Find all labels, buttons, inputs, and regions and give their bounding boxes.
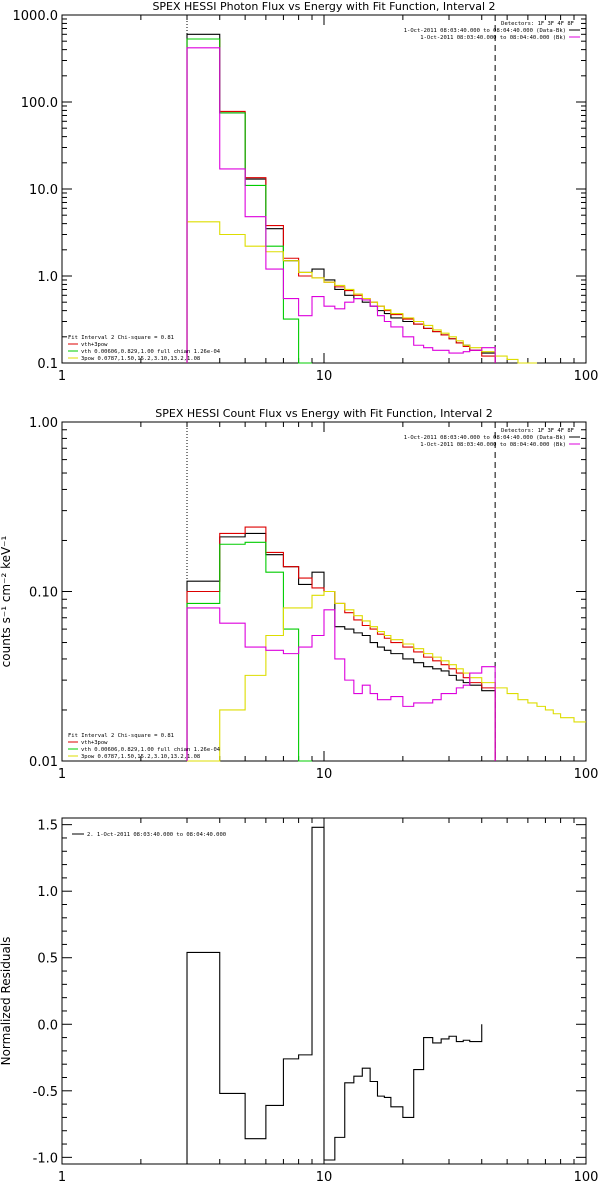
- x-tick-label: 1: [58, 369, 66, 384]
- legend-right-entry: 1-Oct-2011 08:03:40.000 to 08:04:40.000 …: [404, 435, 566, 441]
- x-tick-label: 1: [58, 767, 66, 782]
- legend-left-entry: vth+3pow: [81, 740, 108, 746]
- y-tick-label: 100.0: [21, 96, 58, 111]
- y-tick-label: 0.1: [37, 357, 58, 372]
- x-tick-label: 1: [58, 1170, 66, 1185]
- series-data-bk: [186, 532, 496, 761]
- series-vth: [186, 38, 313, 364]
- y-tick-label: 1000.0: [13, 9, 59, 24]
- series-bk: [186, 607, 496, 761]
- legend-left-entry: vth 0.00606,0.829,1.00 full chian 1.26e-…: [81, 747, 221, 753]
- x-tick-label: 100: [574, 767, 599, 782]
- legend-entry: 2. 1-Oct-2011 08:03:40.000 to 08:04:40.0…: [87, 832, 226, 838]
- series-3pow: [186, 221, 537, 364]
- series-3pow: [187, 590, 586, 762]
- y-tick-label: 10.0: [29, 183, 58, 198]
- chart-panel-3: 1 10 100 -1.0 -0.5 0.0 0.5 1.0 1.5 Normalized Res…: [0, 817, 599, 1185]
- series-vth-3pow: [186, 526, 496, 761]
- y-tick-label: 1.5: [37, 819, 58, 834]
- chart-title: SPEX HESSI Count Flux vs Energy with Fit…: [155, 407, 492, 420]
- y-tick-label: 0.01: [29, 755, 58, 770]
- y-tick-label: 0.5: [37, 952, 58, 967]
- x-tick-label: 100: [574, 369, 599, 384]
- series-residuals: [186, 826, 483, 1164]
- series-vth-3pow: [186, 38, 496, 363]
- legend-left-entry: Fit Interval 2 Chi-square = 0.81: [68, 733, 174, 739]
- chart-panel-1: SPEX HESSI Photon Flux vs Energy with Fi…: [13, 0, 599, 384]
- y-tick-label: 0.10: [29, 586, 58, 601]
- x-tick-label: 100: [574, 1170, 599, 1185]
- series-data-bk: [186, 33, 496, 363]
- legend-left-entry: Fit Interval 2 Chi-square = 0.81: [68, 335, 174, 341]
- series-vth: [186, 541, 313, 762]
- x-tick-label: 10: [316, 1170, 333, 1185]
- legend-right-entry: Detectors: 1F 3F 4F 8F: [501, 21, 574, 27]
- x-tick-label: 10: [316, 767, 333, 782]
- legend-left-entry: 3pow 0.0787,1.50,15.2,3.10,13.2,1.08: [81, 754, 200, 760]
- series-bk: [186, 47, 496, 363]
- y-tick-label: 1.0: [37, 270, 58, 285]
- y-tick-label: 0.0: [37, 1018, 58, 1033]
- y-tick-label: -0.5: [33, 1085, 58, 1100]
- legend-left-entry: vth 0.00606,0.829,1.00 full chian 1.26e-…: [81, 349, 221, 355]
- chart-panel-2: SPEX HESSI Count Flux vs Energy with Fit…: [0, 407, 598, 782]
- legend-right-entry: Detectors: 1F 3F 4F 8F: [501, 428, 574, 434]
- y-tick-label: 1.00: [29, 416, 58, 431]
- plot-frame: [61, 14, 587, 364]
- legend-right-entry: 1-Oct-2011 08:03:40.000 to 08:04:40.000 …: [420, 35, 566, 41]
- y-tick-label: -1.0: [33, 1151, 58, 1166]
- y-tick-label: 1.0: [37, 885, 58, 900]
- legend-right-entry: 1-Oct-2011 08:03:40.000 to 08:04:40.000 …: [404, 28, 566, 34]
- y-axis-label: counts s⁻¹ cm⁻² keV⁻¹: [0, 535, 13, 667]
- chart-title: SPEX HESSI Photon Flux vs Energy with Fi…: [152, 0, 495, 13]
- y-axis-label: Normalized Residuals: [0, 937, 13, 1066]
- x-tick-label: 10: [316, 369, 333, 384]
- legend-left-entry: 3pow 0.0787,1.50,15.2,3.10,13.2,1.08: [81, 356, 200, 362]
- legend-left-entry: vth+3pow: [81, 342, 108, 348]
- legend-right-entry: 1-Oct-2011 08:03:40.000 to 08:04:40.000 …: [420, 442, 566, 448]
